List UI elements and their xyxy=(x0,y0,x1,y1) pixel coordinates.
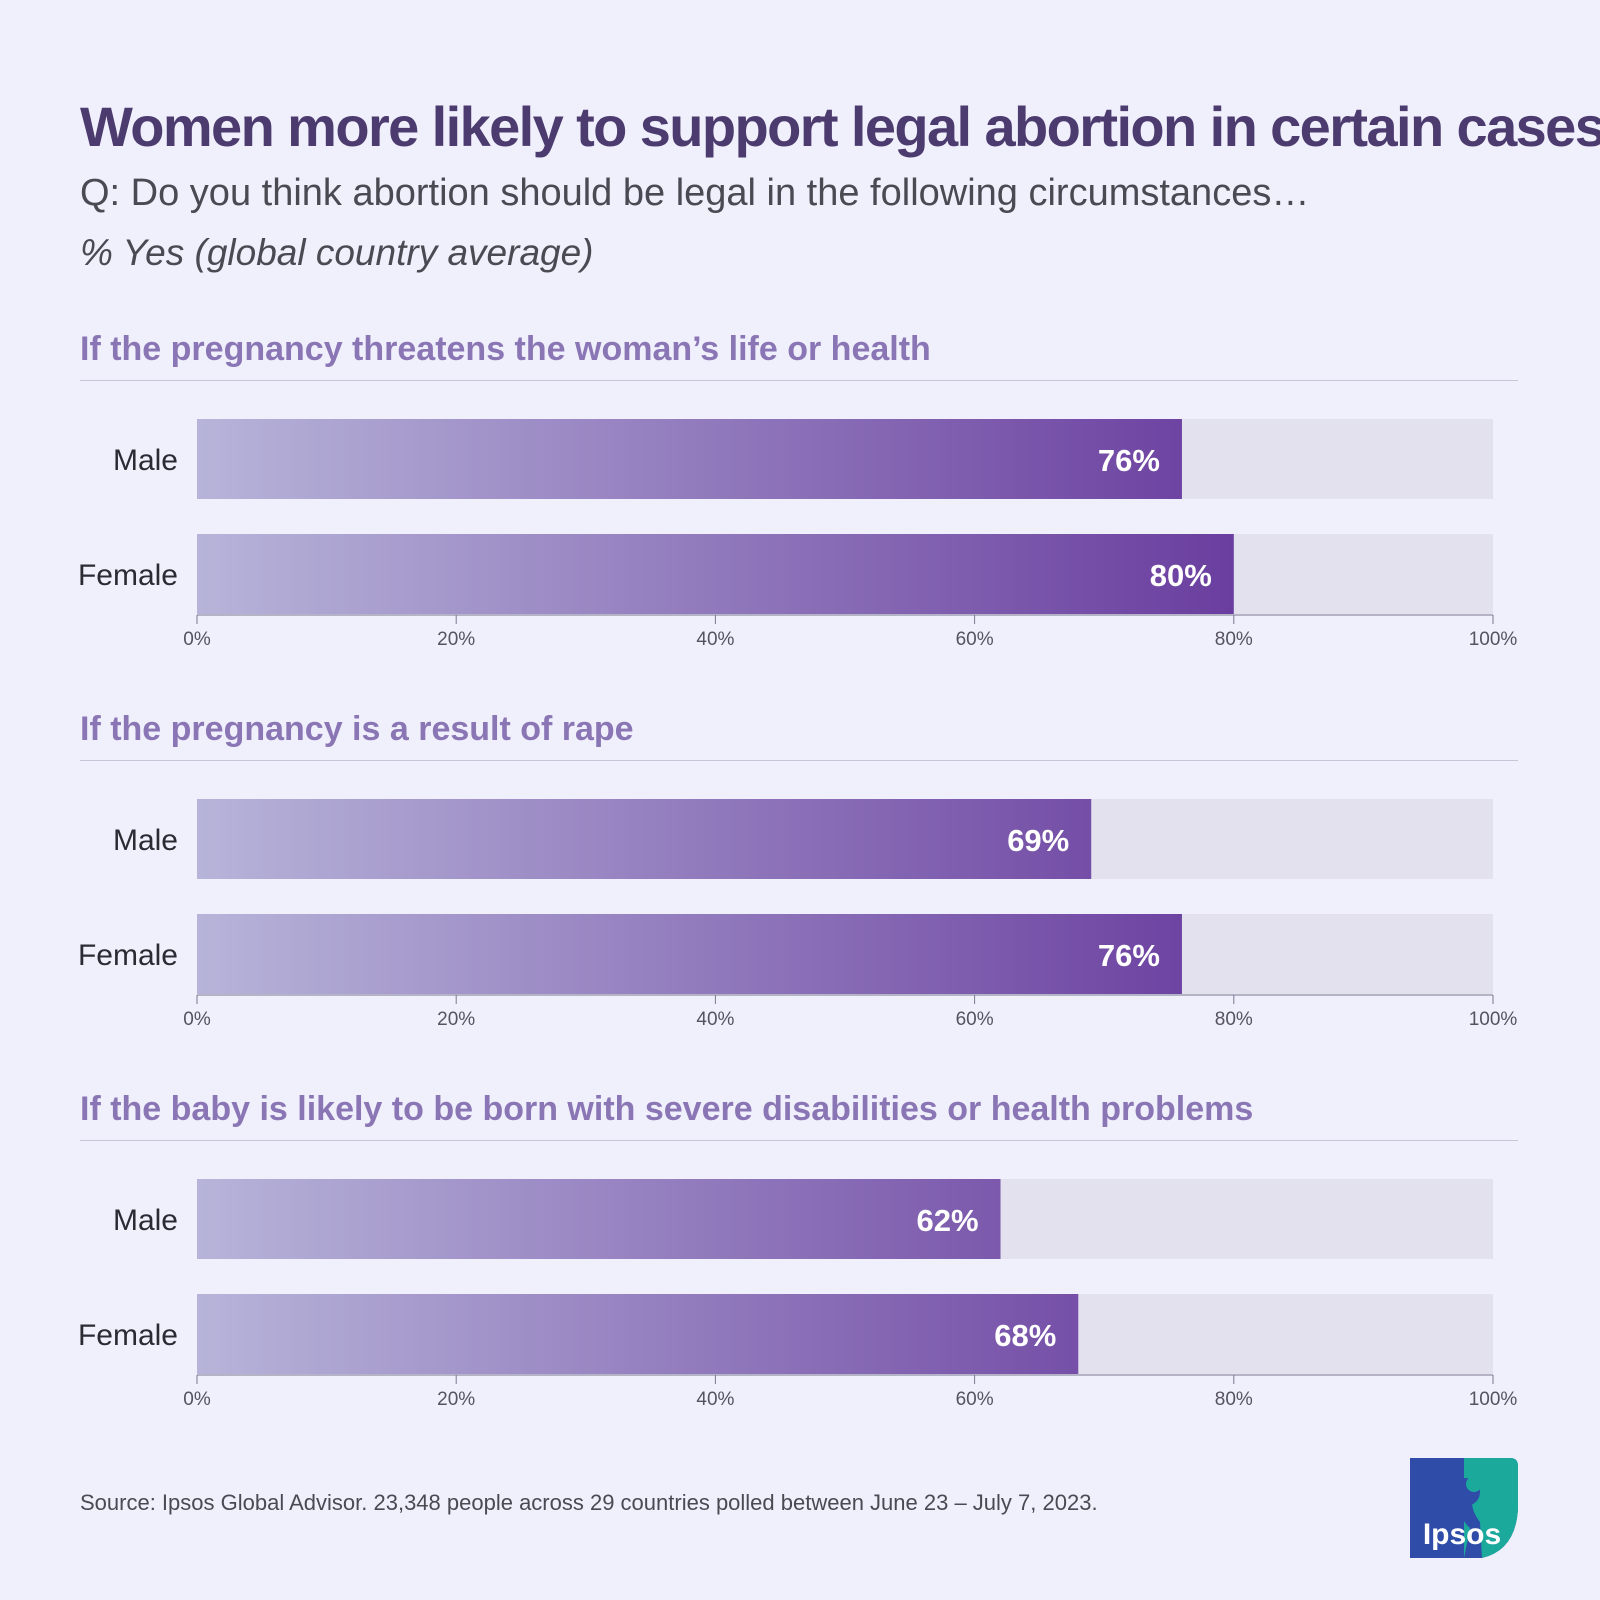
x-tick-label: 100% xyxy=(1469,629,1518,650)
source-footnote: Source: Ipsos Global Advisor. 23,348 peo… xyxy=(80,1490,1098,1515)
x-tick-label: 40% xyxy=(696,629,734,650)
chart-panel-rape: If the pregnancy is a result of rape Mal… xyxy=(0,710,1600,1050)
bar-group xyxy=(197,1179,1001,1259)
category-label: Male xyxy=(113,824,178,857)
category-label: Female xyxy=(78,1319,178,1352)
x-tick-label: 80% xyxy=(1215,629,1253,650)
x-tick-label: 60% xyxy=(956,1389,994,1410)
value-label: 76% xyxy=(1098,938,1160,973)
chart-panel-disabilities: If the baby is likely to be born with se… xyxy=(0,1090,1600,1430)
x-tick-label: 0% xyxy=(183,1389,211,1410)
value-label: 80% xyxy=(1150,558,1212,593)
x-tick-label: 100% xyxy=(1469,1009,1518,1030)
bar-group xyxy=(197,419,1182,499)
bar-chart: Male 76% Female 80% 0% 20% 40% 60% 80% 100% xyxy=(78,419,1518,650)
x-tick-label: 60% xyxy=(956,629,994,650)
ipsos-logo-icon: Ipsos xyxy=(1410,1458,1518,1558)
bar-chart: Male 62% Female 68% 0% 20% 40% 60% 80% 100% xyxy=(78,1179,1518,1410)
x-tick-label: 0% xyxy=(183,1009,211,1030)
bar-female xyxy=(197,1294,1079,1374)
x-tick-label: 0% xyxy=(183,629,211,650)
panel-title: If the pregnancy is a result of rape xyxy=(80,710,634,748)
panel-divider xyxy=(80,380,1518,381)
x-tick-label: 80% xyxy=(1215,1389,1253,1410)
bar-group xyxy=(197,799,1092,879)
category-label: Female xyxy=(78,939,178,972)
bar-male xyxy=(197,799,1092,879)
measure-subtitle: % Yes (global country average) xyxy=(80,232,594,273)
x-tick-label: 20% xyxy=(437,1389,475,1410)
x-tick-label: 40% xyxy=(696,1009,734,1030)
bar-group xyxy=(197,534,1234,614)
bar-group xyxy=(197,914,1182,994)
bar-female xyxy=(197,534,1234,614)
panel-divider xyxy=(80,760,1518,761)
chart-panel-life-health: If the pregnancy threatens the woman’s l… xyxy=(0,330,1600,670)
category-label: Female xyxy=(78,559,178,592)
x-tick-label: 20% xyxy=(437,629,475,650)
bar-group xyxy=(197,1294,1079,1374)
logo-wordmark: Ipsos xyxy=(1423,1518,1501,1551)
x-tick-label: 60% xyxy=(956,1009,994,1030)
x-tick-label: 40% xyxy=(696,1389,734,1410)
bar-male xyxy=(197,1179,1001,1259)
x-tick-label: 20% xyxy=(437,1009,475,1030)
x-tick-label: 80% xyxy=(1215,1009,1253,1030)
panel-title: If the baby is likely to be born with se… xyxy=(80,1090,1254,1128)
value-label: 69% xyxy=(1007,823,1069,858)
panel-divider xyxy=(80,1140,1518,1141)
category-label: Male xyxy=(113,444,178,477)
bar-female xyxy=(197,914,1182,994)
panel-title: If the pregnancy threatens the woman’s l… xyxy=(80,330,931,368)
value-label: 76% xyxy=(1098,443,1160,478)
value-label: 68% xyxy=(994,1318,1056,1353)
x-tick-label: 100% xyxy=(1469,1389,1518,1410)
value-label: 62% xyxy=(916,1203,978,1238)
bar-chart: Male 69% Female 76% 0% 20% 40% 60% 80% 100% xyxy=(78,799,1518,1030)
category-label: Male xyxy=(113,1204,178,1237)
bar-male xyxy=(197,419,1182,499)
chart-title: Women more likely to support legal abort… xyxy=(80,95,1600,158)
survey-question: Q: Do you think abortion should be legal… xyxy=(80,172,1310,214)
